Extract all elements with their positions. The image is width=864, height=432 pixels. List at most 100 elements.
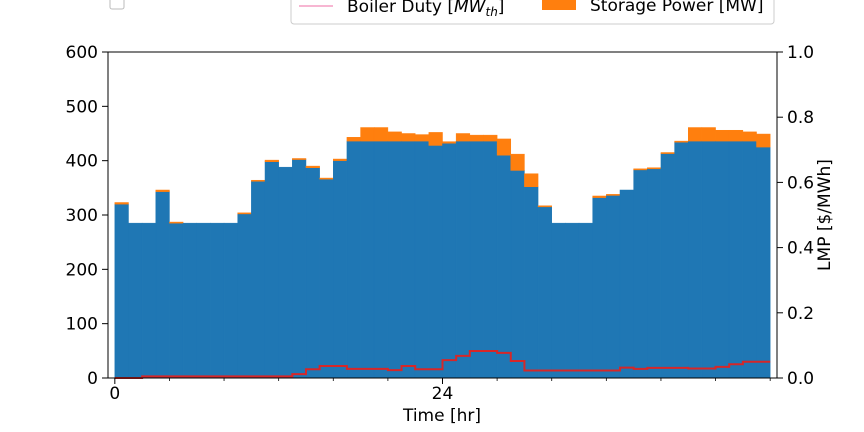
base-bar [455,140,471,379]
storage-bar [387,131,402,142]
base-bar [537,206,552,379]
base-bar [333,160,348,379]
base-bar [223,222,238,379]
base-bar [155,191,170,379]
storage-bar [114,202,129,205]
legend: Boiler Duty [MWth] Storage Power [MW] [109,0,775,25]
storage-bar [592,195,607,198]
base-bar [565,222,580,379]
base-bar [360,140,375,379]
storage-bar [414,134,430,142]
storage-bar [496,138,512,156]
legend-storage-label: Storage Power [MW] [590,0,763,16]
base-bar [742,140,757,379]
base-bar [251,181,266,379]
storage-bar [510,153,525,171]
storage-bar [647,167,662,170]
base-bar [688,140,703,379]
storage-bar [524,173,539,187]
y-axis-right: 0.0 0.2 0.4 0.6 0.8 1.0 [777,43,814,389]
base-bar [428,145,443,379]
storage-bar [292,158,307,160]
storage-bar [442,141,457,144]
storage-bar [237,212,252,215]
base-bar [674,141,689,379]
base-bar [551,222,566,379]
storage-bar [264,159,279,163]
x-axis-title: Time [hr] [402,406,481,426]
y-right-tick-label: 0.2 [787,304,814,324]
storage-bar [455,133,471,142]
storage-bar [360,127,375,142]
base-bar [728,140,744,379]
base-bar [510,170,525,379]
y-right-tick-label: 0.6 [787,173,814,193]
x-tick-label: 24 [432,384,454,404]
storage-bar [688,127,703,142]
storage-bar [305,165,320,168]
base-bar [278,166,293,379]
base-bar [141,222,157,379]
base-bar [619,189,634,379]
base-bar [182,222,197,379]
base-bar [442,143,457,379]
storage-bar [701,127,716,142]
base-bar [660,153,675,379]
base-bar [373,140,389,379]
y-right-tick-label: 0.0 [787,369,814,389]
base-bar [496,154,512,379]
storage-bar [333,158,348,161]
storage-bar [715,129,730,142]
base-bar [305,167,320,379]
storage-bar [169,221,184,224]
base-bar [387,140,402,379]
y-left-tick-label: 100 [66,315,98,335]
legend-boiler-duty-label: Boiler Duty [MWth] [347,0,504,19]
x-tick-label: 0 [109,384,120,404]
y-axis-right-title: LMP [$/MWh] [815,159,835,271]
storage-bar [401,133,416,142]
base-bar [292,159,307,379]
plot-area [114,127,771,379]
legend-checkbox[interactable] [109,0,125,10]
base-bar [483,140,498,379]
storage-bar [251,179,266,182]
y-left-tick-label: 600 [66,43,98,63]
storage-bar [756,133,771,148]
storage-bar [728,129,744,142]
storage-bar [483,134,498,142]
storage-bar [606,194,621,196]
y-right-tick-label: 0.4 [787,239,814,259]
base-bar [114,203,129,379]
base-bar [715,140,730,379]
lmp-line [114,349,771,379]
y-right-tick-label: 1.0 [787,43,814,63]
base-bar [237,213,252,379]
base-bar [647,168,662,379]
base-bar [128,222,143,379]
y-right-tick-label: 0.8 [787,108,814,128]
storage-bar [428,132,443,146]
storage-bar [537,205,552,208]
base-bar [701,140,716,379]
base-bar [346,140,361,379]
legend-storage-swatch [542,0,576,10]
storage-bar [469,134,484,142]
base-bar [756,146,771,379]
base-bar [319,178,334,379]
y-left-tick-label: 400 [66,152,98,172]
base-bar [401,140,416,379]
base-bar [633,169,648,379]
base-bar [264,161,279,379]
base-bar [169,222,184,379]
base-bar [592,197,607,379]
base-bar [524,186,539,379]
y-left-tick-label: 0 [87,369,98,389]
storage-bar [633,168,648,171]
base-bar [606,195,621,379]
storage-bar [674,140,689,143]
legend-box [290,0,775,25]
x-axis: 0 24 [109,378,771,404]
y-axis-left: 0 100 200 300 400 500 600 [66,43,108,389]
